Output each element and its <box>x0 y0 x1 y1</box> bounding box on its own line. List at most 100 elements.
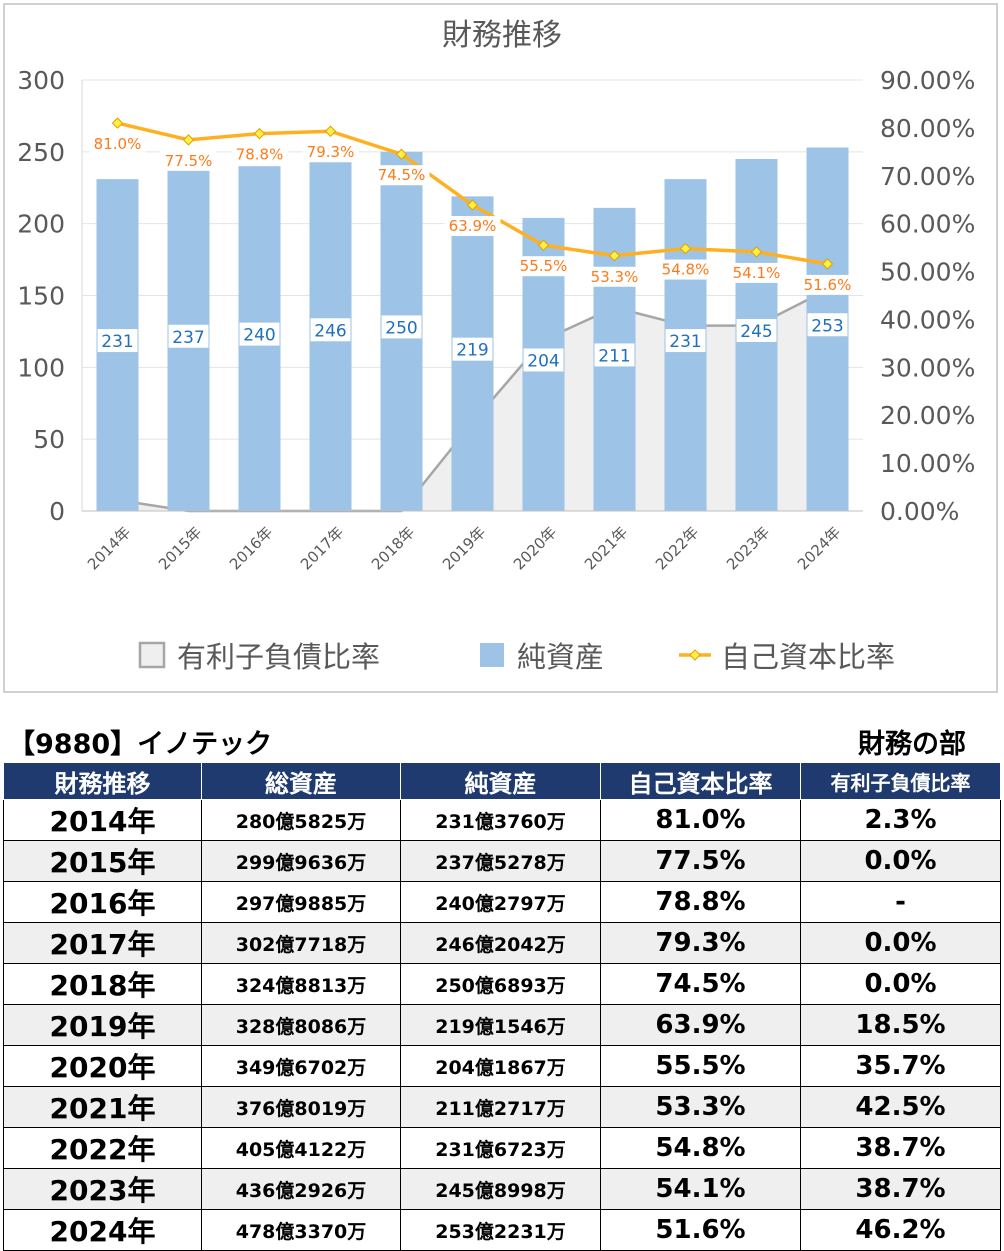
pct-label-bg <box>515 256 572 277</box>
legend-debt-ratio-swatch <box>138 641 166 669</box>
equity-ratio-point <box>608 250 621 262</box>
table-row: 2021年 376億8019万 211億2717万 53.3% 42.5% <box>3 1086 1001 1128</box>
bar-label-bg <box>736 319 777 343</box>
header-total-assets: 総資産 <box>201 762 401 800</box>
pct-label-bg <box>799 274 856 295</box>
equity-ratio-point <box>537 239 550 251</box>
table-caption-row: 【9880】イノテック 財務の部 <box>0 722 1004 762</box>
y-right-tick-label: 60.00% <box>880 210 975 239</box>
table-row: 2015年 299億9636万 237億5278万 77.5% 0.0% <box>3 840 1001 882</box>
x-tick-label: 2015年 <box>155 523 205 573</box>
combo-chart: 財務推移 0 50 100 150 200 250 300 0.00% 10.00% 20.00% 3… <box>17 18 975 674</box>
bar-label-bg <box>168 324 209 348</box>
net-assets-bar-label: 231 <box>669 332 701 352</box>
y-right-tick-label: 20.00% <box>880 401 975 430</box>
header-equity-ratio: 自己資本比率 <box>600 762 801 800</box>
table-row: 2020年 349億6702万 204億1867万 55.5% 35.7% <box>3 1045 1001 1087</box>
net-assets-bar-label: 204 <box>527 351 559 371</box>
y-right-tick-label: 0.00% <box>880 497 959 526</box>
bar-label-bg <box>310 318 351 342</box>
equity-ratio-label: 63.9% <box>449 217 497 235</box>
header-debt-ratio: 有利子負債比率 <box>800 762 1001 800</box>
cell-net-assets: 219億1546万 <box>400 1004 601 1046</box>
cell-net-assets: 231億6723万 <box>400 1127 601 1169</box>
cell-net-assets: 204億1867万 <box>400 1045 601 1087</box>
net-assets-bar-label: 237 <box>172 328 204 348</box>
equity-ratio-label: 81.0% <box>94 135 142 153</box>
cell-total-assets: 280億5825万 <box>201 799 401 841</box>
cell-equity-ratio: 53.3% <box>600 1086 801 1128</box>
x-tick-label: 2017年 <box>297 523 347 573</box>
y-right-tick-label: 90.00% <box>880 66 975 95</box>
net-assets-bar-label: 246 <box>314 321 346 341</box>
legend-equity-ratio-marker <box>689 649 701 661</box>
table-row: 2016年 297億9885万 240億2797万 78.8% - <box>3 881 1001 923</box>
y-left-tick-label: 200 <box>17 210 65 239</box>
cell-year: 2021年 <box>3 1086 202 1128</box>
pct-label-bg <box>160 150 217 171</box>
equity-ratio-point <box>253 127 266 140</box>
cell-total-assets: 297億9885万 <box>201 881 401 923</box>
cell-equity-ratio: 77.5% <box>600 840 801 882</box>
cell-year: 2015年 <box>3 840 202 882</box>
net-assets-bar-label: 211 <box>598 346 630 366</box>
equity-ratio-point <box>182 134 195 146</box>
cell-net-assets: 211億2717万 <box>400 1086 601 1128</box>
pct-label-bg <box>302 142 359 163</box>
equity-ratio-label: 78.8% <box>236 146 284 164</box>
equity-ratio-point <box>750 246 763 258</box>
x-tick-label: 2020年 <box>510 523 560 573</box>
pct-label-bg <box>89 134 146 155</box>
x-tick-label: 2014年 <box>84 523 134 573</box>
debt-ratio-area <box>117 289 828 511</box>
section-label: 財務の部 <box>858 729 966 760</box>
bar-label-bg <box>239 322 280 346</box>
y-left-tick-label: 50 <box>33 425 65 454</box>
pct-label-bg <box>728 262 785 283</box>
equity-ratio-point <box>395 148 408 160</box>
equity-ratio-label: 51.6% <box>804 276 852 294</box>
bar-label-bg <box>807 313 848 337</box>
cell-net-assets: 237億5278万 <box>400 840 601 882</box>
table-row: 2022年 405億4122万 231億6723万 54.8% 38.7% <box>3 1127 1001 1169</box>
bar-label-bg <box>97 329 138 353</box>
equity-ratio-point <box>466 199 479 211</box>
cell-debt-ratio: 0.0% <box>800 963 1001 1005</box>
cell-debt-ratio: 38.7% <box>800 1127 1001 1169</box>
cell-year: 2017年 <box>3 922 202 964</box>
cell-total-assets: 299億9636万 <box>201 840 401 882</box>
cell-year: 2022年 <box>3 1127 202 1169</box>
equity-ratio-point <box>324 125 337 137</box>
cell-equity-ratio: 51.6% <box>600 1209 801 1251</box>
table-header-row: 財務推移 総資産 純資産 自己資本比率 有利子負債比率 <box>3 762 1001 800</box>
bar-label-bg <box>452 337 493 361</box>
x-tick-label: 2018年 <box>368 523 418 573</box>
net-assets-bar-label: 245 <box>740 322 772 342</box>
x-tick-label: 2019年 <box>439 523 489 573</box>
equity-ratio-point <box>821 258 834 270</box>
company-title: 【9880】イノテック <box>8 729 273 760</box>
cell-total-assets: 436億2926万 <box>201 1168 401 1210</box>
cell-total-assets: 349億6702万 <box>201 1045 401 1087</box>
equity-ratio-label: 53.3% <box>591 268 639 286</box>
y-left-tick-label: 250 <box>17 138 65 167</box>
cell-total-assets: 302億7718万 <box>201 922 401 964</box>
y-left-tick-label: 150 <box>17 282 65 311</box>
legend-debt-ratio-label: 有利子負債比率 <box>177 640 380 674</box>
equity-ratio-label: 54.1% <box>733 264 781 282</box>
x-tick-label: 2024年 <box>794 523 844 573</box>
y-right-tick-label: 50.00% <box>880 258 975 287</box>
header-year: 財務推移 <box>3 762 202 800</box>
cell-total-assets: 324億8813万 <box>201 963 401 1005</box>
bar-label-bg <box>665 329 706 353</box>
cell-equity-ratio: 63.9% <box>600 1004 801 1046</box>
cell-total-assets: 405億4122万 <box>201 1127 401 1169</box>
cell-debt-ratio: 35.7% <box>800 1045 1001 1087</box>
y-right-tick-label: 40.00% <box>880 305 975 334</box>
net-assets-bar-label: 219 <box>456 341 488 361</box>
bar-label-bg <box>523 348 564 372</box>
legend-net-assets-label: 純資産 <box>517 640 604 674</box>
cell-equity-ratio: 74.5% <box>600 963 801 1005</box>
cell-total-assets: 478億3370万 <box>201 1209 401 1251</box>
financial-table: 財務推移 総資産 純資産 自己資本比率 有利子負債比率 2014年 280億582… <box>3 762 1001 1251</box>
